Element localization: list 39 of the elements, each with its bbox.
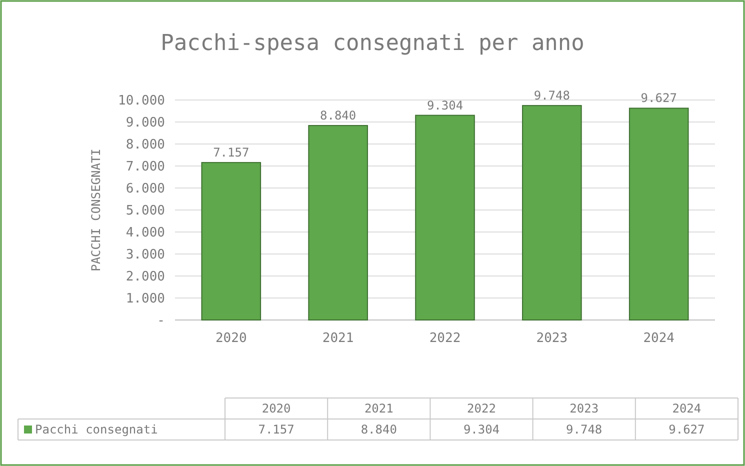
x-tick-label: 2020 (215, 331, 247, 346)
bar (628, 108, 689, 320)
category-label: 2023 (570, 402, 599, 416)
y-tick-label: 8.000 (126, 138, 165, 153)
y-tick-label: - (157, 314, 165, 329)
data-label: 9.748 (566, 422, 602, 437)
x-tick-label: 2023 (536, 331, 568, 346)
x-tick-label: 2024 (643, 331, 675, 346)
legend-label: Pacchi consegnati (35, 422, 158, 437)
text: 9.627 (640, 91, 677, 106)
y-tick-label: 10.000 (118, 94, 165, 109)
bar (522, 105, 582, 320)
category-label: 2022 (467, 402, 496, 416)
y-tick-label: 1.000 (126, 292, 165, 307)
data-label: 8.840 (360, 422, 397, 437)
y-tick-label: 3.000 (126, 248, 165, 263)
text: 7.157 (213, 146, 250, 160)
bar (201, 162, 262, 320)
text: 9.748 (534, 88, 570, 103)
y-tick-label: 4.000 (126, 226, 165, 241)
text: 9.304 (426, 98, 464, 112)
data-label: 9.627 (668, 422, 705, 437)
chart-title: Pacchi-spesa consegnati per anno (160, 31, 584, 56)
y-tick-label: 6.000 (126, 182, 165, 197)
category-label: 2020 (262, 402, 291, 416)
data-label: 9.304 (463, 422, 500, 437)
data-label: 7.157 (258, 422, 294, 437)
x-tick-label: 2021 (322, 331, 354, 346)
category-label: 2024 (672, 402, 702, 416)
text: 8.840 (320, 108, 356, 123)
y-tick-label: 5.000 (126, 204, 165, 219)
y-tick-label: 9.000 (126, 116, 165, 131)
y-tick-label: 2.000 (126, 270, 165, 285)
bar (308, 125, 368, 320)
y-axis-title: PACCHI CONSEGNATI (89, 148, 103, 272)
bar (415, 114, 475, 320)
x-tick-label: 2022 (429, 331, 461, 346)
category-label: 2021 (364, 402, 394, 416)
y-tick-label: 7.000 (126, 160, 165, 175)
